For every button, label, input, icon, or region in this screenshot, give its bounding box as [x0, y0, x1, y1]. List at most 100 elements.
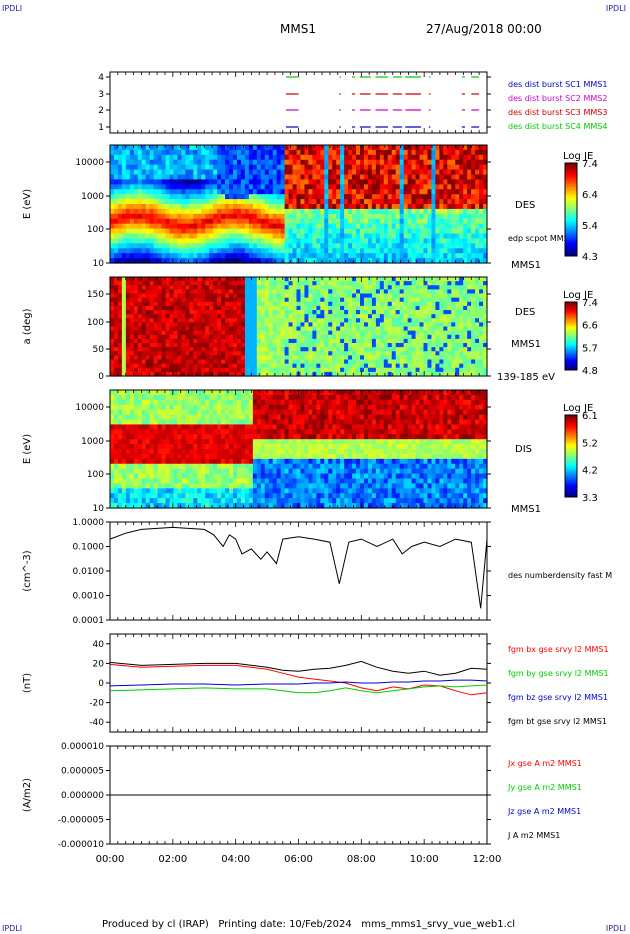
heatmap-cell — [415, 277, 421, 282]
heatmap-cell — [340, 281, 345, 286]
heatmap-cell — [121, 169, 127, 176]
heatmap-cell — [217, 243, 222, 249]
heatmap-cell — [423, 233, 429, 240]
heatmap-cell — [483, 223, 488, 230]
heatmap-cell — [375, 293, 381, 299]
heatmap-cell — [244, 169, 250, 176]
heatmap-cell — [423, 179, 429, 185]
heatmap-cell — [332, 233, 337, 240]
heatmap-cell — [431, 179, 437, 185]
heatmap-cell — [189, 258, 194, 264]
heatmap-cell — [292, 233, 298, 240]
heatmap-cell — [110, 318, 115, 323]
heatmap-cell — [256, 164, 262, 171]
heatmap-cell — [367, 248, 373, 254]
heatmap-cell — [379, 189, 385, 195]
heatmap-cell — [153, 179, 159, 185]
heatmap-cell — [419, 199, 425, 205]
heatmap-cell — [320, 334, 325, 340]
heatmap-cell — [240, 367, 246, 373]
heatmap-cell — [344, 179, 349, 185]
heatmap-cell — [252, 281, 258, 286]
heatmap-cell — [205, 258, 210, 264]
heatmap-cell — [308, 149, 313, 156]
heatmap-cell — [431, 367, 437, 373]
heatmap-cell — [149, 213, 155, 220]
heatmap-cell — [121, 258, 127, 264]
heatmap-cell — [439, 351, 444, 356]
heatmap-cell — [209, 233, 214, 240]
heatmap-cell — [427, 314, 433, 319]
heatmap-cell — [177, 213, 183, 220]
heatmap-cell — [129, 326, 135, 332]
heatmap-cell — [411, 318, 417, 323]
heatmap-cell — [276, 233, 282, 240]
heatmap-cell — [145, 199, 151, 205]
heatmap-cell — [312, 204, 317, 210]
heatmap-cell — [328, 281, 333, 286]
heatmap-cell — [280, 218, 286, 225]
heatmap-cell — [185, 277, 190, 282]
colorbar-step — [565, 179, 577, 183]
heatmap-cell — [391, 223, 397, 230]
heatmap-cell — [165, 149, 171, 156]
heatmap-cell — [149, 285, 155, 290]
heatmap-cell — [387, 164, 393, 171]
heatmap-cell — [316, 194, 321, 200]
heatmap-cell — [463, 228, 468, 235]
heatmap-cell — [483, 355, 488, 361]
heatmap-cell — [284, 359, 290, 365]
heatmap-cell — [479, 179, 484, 185]
heatmap-cell — [383, 208, 389, 215]
heatmap-cell — [157, 258, 163, 264]
heatmap-cell — [145, 322, 151, 328]
heatmap-cell — [363, 338, 369, 344]
heatmap-cell — [459, 189, 464, 195]
heatmap-cell — [121, 363, 127, 369]
heatmap-cell — [363, 248, 369, 254]
heatmap-cell — [240, 322, 246, 328]
heatmap-cell — [213, 305, 218, 311]
heatmap-cell — [403, 322, 409, 328]
heatmap-cell — [217, 343, 222, 348]
heatmap-cell — [276, 228, 282, 235]
heatmap-cell — [300, 174, 306, 181]
heatmap-cell — [169, 351, 175, 356]
heatmap-cell — [459, 355, 464, 361]
heatmap-cell — [483, 326, 488, 332]
heatmap-cell — [383, 277, 389, 282]
heatmap-cell — [455, 145, 460, 151]
heatmap-cell — [467, 330, 472, 336]
heatmap-cell — [407, 297, 413, 303]
heatmap-cell — [173, 154, 179, 161]
heatmap-cell — [201, 213, 206, 220]
heatmap-cell — [391, 159, 397, 166]
heatmap-cell — [419, 189, 425, 195]
heatmap-cell — [240, 223, 246, 230]
heatmap-cell — [276, 199, 282, 205]
heatmap-cell — [236, 355, 242, 361]
heatmap-cell — [248, 338, 254, 344]
heatmap-cell — [121, 314, 127, 319]
heatmap-cell — [185, 258, 190, 264]
heatmap-cell — [340, 293, 345, 299]
heatmap-cell — [240, 334, 246, 340]
heatmap-cell — [352, 281, 357, 286]
heatmap-cell — [316, 347, 321, 352]
heatmap-cell — [284, 243, 290, 249]
heatmap-cell — [288, 351, 294, 356]
heatmap-cell — [240, 330, 246, 336]
heatmap-cell — [197, 347, 202, 352]
heatmap-cell — [304, 310, 310, 315]
heatmap-cell — [272, 305, 278, 311]
heatmap-cell — [403, 243, 409, 249]
heatmap-cell — [411, 351, 417, 356]
heatmap-cell — [328, 243, 333, 249]
heatmap-cell — [395, 204, 401, 210]
heatmap-cell — [312, 199, 317, 205]
heatmap-cell — [399, 233, 405, 240]
heatmap-cell — [193, 305, 198, 311]
heatmap-cell — [467, 293, 472, 299]
heatmap-cell — [423, 277, 429, 282]
heatmap-cell — [173, 204, 179, 210]
